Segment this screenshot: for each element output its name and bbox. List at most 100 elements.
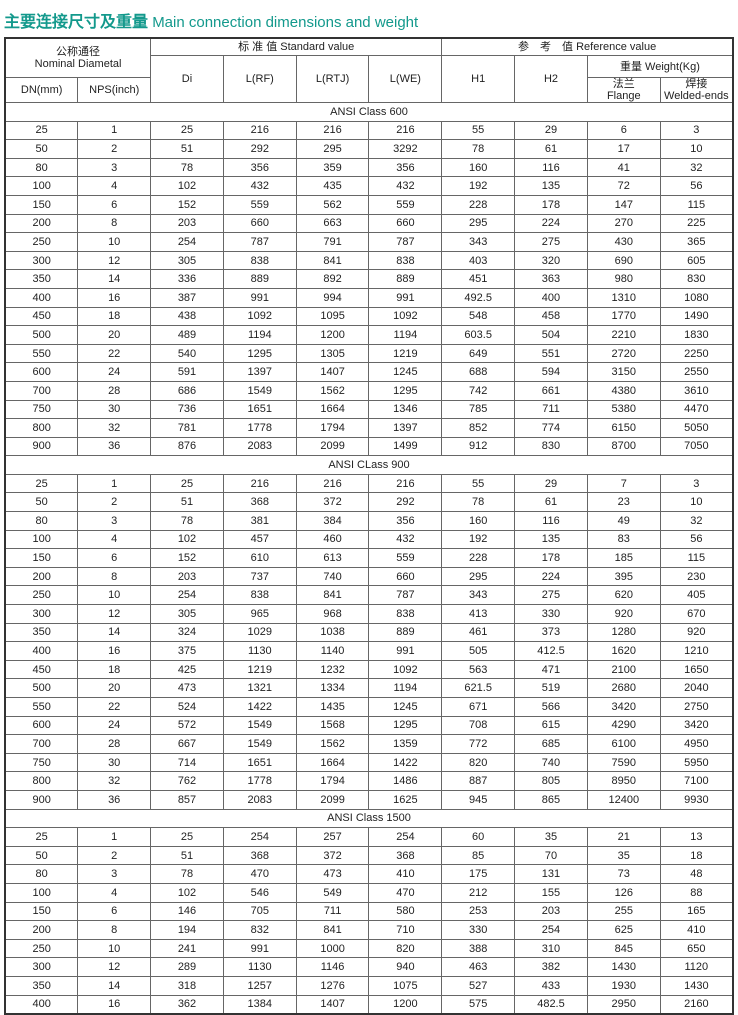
table-cell: 115 [659,548,734,568]
table-cell: 359 [295,157,370,178]
table-cell: 324 [150,622,224,643]
table-cell: 740 [295,566,370,587]
table-cell: 362 [150,994,224,1015]
table-cell: 1146 [295,957,370,977]
table-cell: 1038 [295,622,370,643]
table-cell: 56 [659,529,734,550]
table-cell: 254 [368,827,443,847]
table-cell: 1562 [295,734,370,754]
table-cell: 343 [441,585,516,606]
table-row: 300 12 305 838 841 838 403 320 690 605 [4,250,734,271]
table-cell: 4 [77,882,152,903]
table-cell: 250 [4,585,79,606]
welded-en: Welded-ends [664,90,729,102]
table-row: 100 4 102 457 460 432 192 135 83 56 [4,529,734,550]
weight-header: 重量 Weight(Kg) [586,55,734,78]
table-cell: 2100 [586,659,661,680]
table-cell: 686 [150,380,224,401]
table-cell: 711 [514,399,588,420]
table-cell: 17 [586,139,661,159]
table-cell: 785 [441,399,516,420]
table-cell: 16 [77,994,152,1015]
table-cell: 2083 [222,789,297,810]
table-cell: 737 [222,566,297,587]
nominal-zh: 公称通径 [56,46,101,58]
table-cell: 505 [441,641,516,661]
table-cell: 1075 [368,975,443,996]
table-cell: 200 [4,920,79,940]
table-row: 80 3 78 470 473 410 175 131 73 48 [4,864,734,884]
table-cell: 889 [368,269,443,289]
table-row: 250 10 254 838 841 787 343 275 620 405 [4,585,734,606]
table-cell: 1092 [222,306,297,327]
table-row: 900 36 857 2083 2099 1625 945 865 12400 9930 [4,789,734,810]
table-cell: 1295 [368,380,443,401]
table-cell: 1080 [659,287,734,308]
table-cell: 203 [514,901,588,922]
table-cell: 16 [77,287,152,308]
table-cell: 400 [514,287,588,308]
table-cell: 2680 [586,678,661,698]
table-cell: 690 [586,250,661,271]
table-cell: 1305 [295,343,370,364]
section-row: ANSI Class 600 [4,102,734,122]
table-cell: 852 [441,418,516,438]
table-cell: 292 [222,139,297,159]
table-row: 100 4 102 432 435 432 192 135 72 56 [4,176,734,196]
table-row: 150 6 152 610 613 559 228 178 185 115 [4,548,734,568]
table-cell: 1422 [368,752,443,773]
table-cell: 250 [4,232,79,252]
table-cell: 621.5 [441,678,516,698]
table-cell: 1194 [222,325,297,345]
table-cell: 1276 [295,975,370,996]
table-cell: 343 [441,232,516,252]
table-row: 350 14 336 889 892 889 451 363 980 830 [4,269,734,289]
table-cell: 1321 [222,678,297,698]
table-cell: 2 [77,492,152,513]
table-cell: 14 [77,975,152,996]
table-cell: 865 [514,789,588,810]
table-cell: 365 [659,232,734,252]
table-cell: 78 [441,492,516,513]
table-cell: 1397 [368,418,443,438]
table-cell: 356 [368,157,443,178]
table-cell: 147 [586,194,661,215]
table-cell: 3 [77,157,152,178]
table-cell: 1499 [368,436,443,457]
table-cell: 1194 [368,678,443,698]
col-lrf: L(RF) [222,55,297,103]
table-cell: 9930 [659,789,734,810]
table-cell: 405 [659,585,734,606]
table-cell: 1651 [222,752,297,773]
table-cell: 150 [4,548,79,568]
table-cell: 838 [222,250,297,271]
table-cell: 457 [222,529,297,550]
table-cell: 1778 [222,418,297,438]
table-cell: 470 [368,882,443,903]
table-cell: 289 [150,957,224,977]
table-cell: 711 [295,901,370,922]
table-cell: 3 [659,473,734,494]
table-cell: 1000 [295,938,370,959]
table-cell: 150 [4,901,79,922]
table-cell: 563 [441,659,516,680]
table-cell: 562 [295,194,370,215]
table-cell: 838 [222,585,297,606]
table-cell: 519 [514,678,588,698]
table-cell: 372 [295,845,370,866]
table-cell: 320 [514,250,588,271]
table-cell: 12 [77,957,152,977]
table-cell: 216 [295,120,370,141]
table-cell: 25 [4,827,79,847]
table-cell: 787 [368,232,443,252]
table-cell: 781 [150,418,224,438]
table-cell: 292 [368,492,443,513]
table-cell: 363 [514,269,588,289]
table-cell: 432 [368,529,443,550]
table-cell: 254 [222,827,297,847]
table-cell: 710 [368,920,443,940]
table-cell: 102 [150,529,224,550]
table-row: 350 14 324 1029 1038 889 461 373 1280 920 [4,622,734,643]
table-cell: 500 [4,678,79,698]
table-cell: 254 [150,232,224,252]
